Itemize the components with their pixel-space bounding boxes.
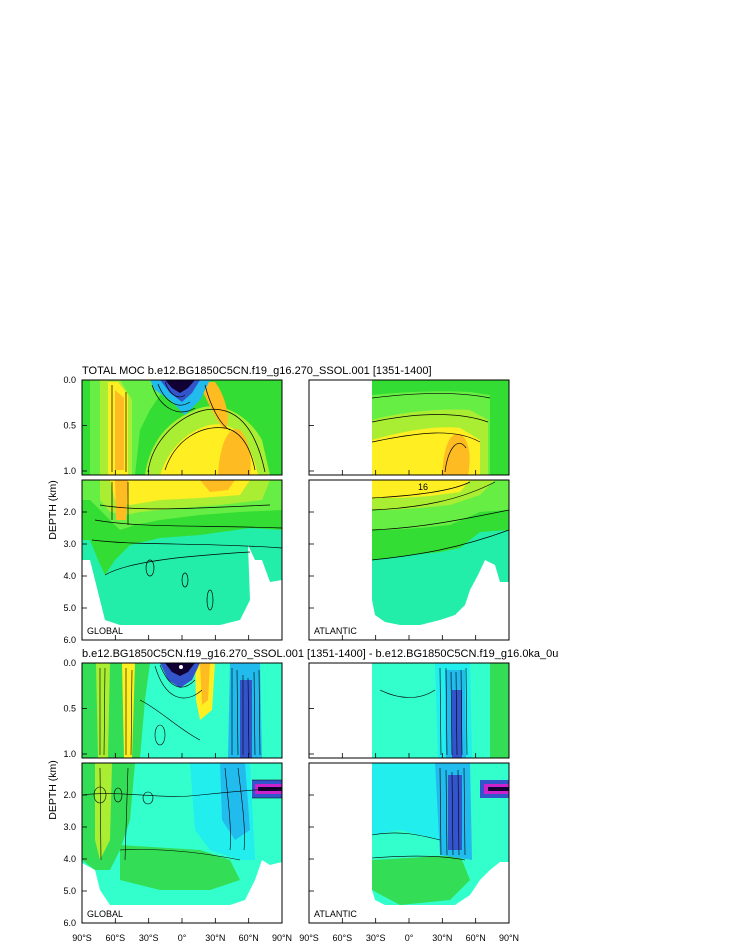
top-atlantic-contour-label: 16 — [418, 482, 428, 492]
latitude-tick-label: 90°S — [72, 933, 92, 943]
depth-tick-label: 0.0 — [63, 375, 76, 385]
top-global-basin-label: GLOBAL — [87, 626, 123, 636]
depth-tick-label: 2.0 — [63, 507, 76, 517]
top-depth-axis-label: DEPTH (km) — [47, 480, 59, 540]
depth-tick-label: 0.5 — [63, 421, 76, 431]
bottom-atlantic-basin-label: ATLANTIC — [314, 909, 357, 919]
depth-tick-label: 0.5 — [63, 704, 76, 714]
bottom-depth-axis-label: DEPTH (km) — [47, 760, 59, 820]
depth-tick-label: 3.0 — [63, 822, 76, 832]
latitude-tick-label: 30°S — [366, 933, 386, 943]
top-atlantic-upper-panel — [308, 379, 510, 476]
depth-tick-label: 4.0 — [63, 854, 76, 864]
top-global-lower-panel: GLOBAL — [81, 479, 283, 641]
top-figure-title: TOTAL MOC b.e12.BG1850C5CN.f19_g16.270_S… — [82, 365, 432, 377]
latitude-tick-label: 90°S — [299, 933, 319, 943]
depth-tick-label: 1.0 — [63, 749, 76, 759]
bottom-figure-title: b.e12.BG1850C5CN.f19_g16.270_SSOL.001 [1… — [82, 648, 558, 660]
latitude-tick-label: 60°N — [466, 933, 486, 943]
latitude-tick-label: 60°N — [239, 933, 259, 943]
latitude-tick-label: 90°N — [272, 933, 292, 943]
top-atlantic-lower-panel: 16 ATLANTIC — [308, 479, 510, 641]
bottom-atlantic-upper-panel — [308, 662, 510, 759]
depth-tick-label: 2.0 — [63, 790, 76, 800]
depth-tick-label: 3.0 — [63, 539, 76, 549]
bottom-global-basin-label: GLOBAL — [87, 909, 123, 919]
x-axis-ticks: 90°S 60°S 30°S 0° 30°N 60°N 90°N 90°S 60°S 30°S 0°… — [72, 470, 519, 943]
top-atlantic-basin-label: ATLANTIC — [314, 626, 357, 636]
depth-tick-label: 0.0 — [63, 658, 76, 668]
latitude-tick-label: 90°N — [499, 933, 519, 943]
latitude-tick-label: 30°N — [432, 933, 452, 943]
latitude-tick-label: 60°S — [106, 933, 126, 943]
bottom-global-lower-panel: GLOBAL — [81, 762, 283, 924]
latitude-tick-label: 60°S — [333, 933, 353, 943]
bottom-atlantic-lower-panel: ATLANTIC — [308, 762, 510, 924]
latitude-tick-label: 30°N — [205, 933, 225, 943]
depth-tick-label: 5.0 — [63, 886, 76, 896]
latitude-tick-label: 30°S — [139, 933, 159, 943]
y-axis-ticks: 0.0 0.5 1.0 2.0 3.0 4.0 5.0 6.0 0.0 0.5 1.0 2.0 3.0 4… — [63, 375, 314, 928]
depth-tick-label: 6.0 — [63, 635, 76, 645]
top-global-upper-panel — [81, 379, 283, 476]
depth-tick-label: 5.0 — [63, 603, 76, 613]
bottom-global-upper-panel — [81, 662, 283, 759]
depth-tick-label: 1.0 — [63, 466, 76, 476]
latitude-tick-label: 0° — [405, 933, 414, 943]
depth-tick-label: 6.0 — [63, 918, 76, 928]
depth-tick-label: 4.0 — [63, 571, 76, 581]
latitude-tick-label: 0° — [178, 933, 187, 943]
